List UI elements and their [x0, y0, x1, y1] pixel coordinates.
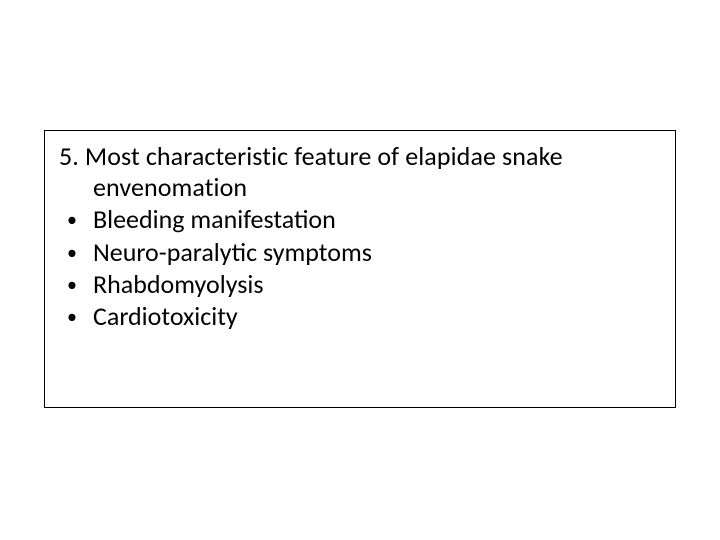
list-item: • Cardiotoxicity: [59, 301, 661, 332]
option-text: Bleeding manifestation: [93, 204, 661, 235]
question-text-line2: envenomation: [59, 172, 661, 203]
bullet-icon: •: [67, 243, 93, 263]
bullet-icon: •: [67, 210, 93, 230]
option-text: Rhabdomyolysis: [93, 269, 661, 300]
option-text: Cardiotoxicity: [93, 301, 661, 332]
list-item: • Rhabdomyolysis: [59, 269, 661, 300]
question-box: 5. Most characteristic feature of elapid…: [44, 130, 676, 408]
list-item: • Neuro-paralytic symptoms: [59, 237, 661, 268]
list-item: • Bleeding manifestation: [59, 204, 661, 235]
question-text-line1: 5. Most characteristic feature of elapid…: [59, 141, 661, 172]
slide: 5. Most characteristic feature of elapid…: [0, 0, 720, 540]
bullet-icon: •: [67, 275, 93, 295]
bullet-icon: •: [67, 307, 93, 327]
option-text: Neuro-paralytic symptoms: [93, 237, 661, 268]
